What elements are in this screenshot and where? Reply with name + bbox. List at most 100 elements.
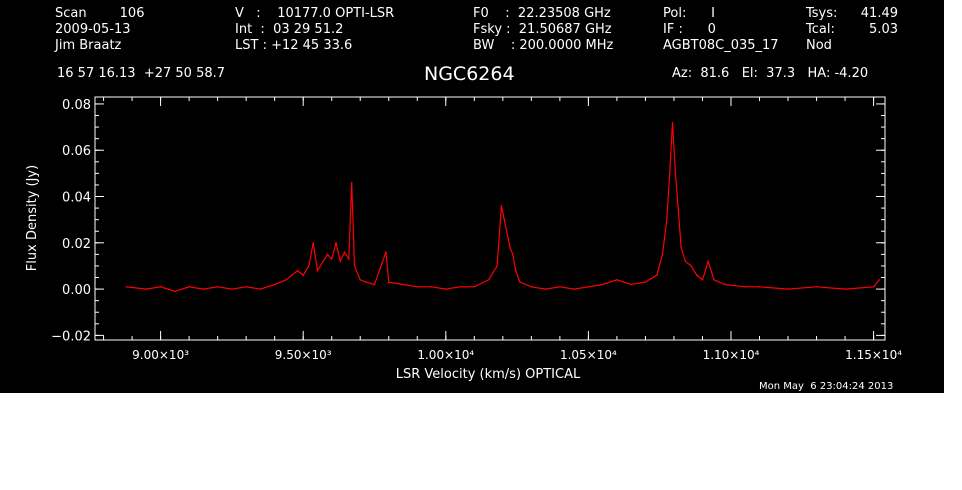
spectrum-point [744, 286, 747, 288]
spectrum-point [335, 242, 337, 244]
spectrum-point [758, 286, 761, 288]
bandwidth-label: BW : 200.0000 MHz [473, 38, 614, 53]
coordinates-label: 16 57 16.13 +27 50 58.7 [57, 66, 226, 81]
spectrum-point [259, 288, 262, 290]
spectrum-point [445, 288, 447, 290]
spectrum-point [473, 286, 476, 288]
y-tick-label: 0.02 [62, 237, 91, 252]
spectrum-point [496, 265, 498, 267]
spectrum-point [656, 274, 658, 277]
spectrum-point [339, 260, 342, 263]
spectrum-point [674, 172, 677, 175]
procedure-label: Nod [806, 38, 832, 53]
y-axis-label: Flux Density (Jy) [25, 165, 40, 271]
spectrum-point [302, 274, 305, 277]
tcal-value: 5.03 [869, 22, 898, 37]
spectrum-point [273, 283, 276, 286]
velocity-label: V : 10177.0 OPTI-LSR [235, 6, 395, 21]
spectrum-point [216, 286, 219, 288]
tcal-label: Tcal: [806, 22, 835, 37]
scan-label: Scan 106 [55, 6, 145, 21]
spectrum-point [701, 279, 704, 281]
rest-frequency-label: F0 : 22.23508 GHz [473, 6, 611, 21]
spectrum-point [506, 232, 508, 235]
y-tick-label: −0.02 [51, 329, 91, 344]
x-tick-label: 1.00×10⁴ [417, 348, 474, 362]
spectrum-point [519, 281, 521, 283]
x-tick-label: 1.10×10⁴ [703, 348, 760, 362]
spectrum-point [587, 286, 590, 288]
spectrum-point [416, 286, 419, 288]
spectrum-point [348, 258, 350, 260]
x-axis-label: LSR Velocity (km/s) OPTICAL [396, 367, 581, 382]
spectrum-point [724, 283, 727, 286]
spectrum-point [684, 260, 687, 263]
spectrum-point [644, 281, 647, 283]
spectrum-point [630, 283, 632, 286]
integration-label: Int : 03 29 51.2 [235, 22, 344, 37]
y-tick-label: 0.04 [62, 191, 91, 206]
lst-label: LST : +12 45 33.6 [235, 38, 353, 53]
spectrum-point [503, 218, 506, 221]
spectrum-point [514, 269, 517, 272]
spectrum-point [330, 258, 333, 260]
tsys-value: 41.49 [860, 6, 898, 21]
spectrum-point [690, 265, 692, 267]
spectrum-point [188, 286, 190, 288]
timestamp-label: Mon May 6 23:04:24 2013 [759, 381, 894, 392]
spectrum-point [285, 279, 287, 281]
spectrum-point [174, 290, 176, 293]
spectrum-point [359, 279, 362, 281]
spectrum-point [322, 260, 325, 263]
spectrum-point [231, 288, 233, 290]
spectrum-point [509, 246, 511, 249]
spectrum-point [878, 279, 881, 281]
spectrum-point [544, 288, 547, 290]
spectrum-point [668, 172, 671, 175]
spectrum-point [291, 274, 293, 277]
if-label: IF : 0 [663, 22, 716, 37]
spectrum-point [365, 281, 367, 283]
az-el-ha-label: Az: 81.6 El: 37.3 HA: -4.20 [672, 66, 869, 81]
spectrum-point [661, 253, 664, 256]
spectrum-point [677, 207, 679, 209]
spectrum-point [459, 286, 461, 288]
x-tick-label: 9.00×10³ [132, 348, 189, 362]
spectrum-point [666, 218, 668, 221]
date-label: 2009-05-13 [55, 22, 131, 37]
source-title: NGC6264 [424, 63, 515, 85]
spectrum-point [388, 281, 390, 283]
spectrum-chart: −0.02 0.00 0.02 0.04 0.06 0.08 9.00×10³ 9.50×10… [25, 96, 902, 382]
spectrum-point [202, 288, 205, 290]
spectrum-point [245, 286, 247, 288]
spectrum-point [707, 260, 709, 263]
spectrum-point [312, 242, 315, 244]
spectrum-line [126, 122, 880, 293]
x-tick-label: 9.50×10³ [275, 348, 332, 362]
spectrum-point [316, 269, 319, 272]
plot-window: Scan 106 2009-05-13 Jim Braatz V : 10177… [0, 0, 944, 393]
observer-label: Jim Braatz [55, 38, 122, 53]
project-label: AGBT08C_035_17 [663, 38, 779, 53]
tsys-label: Tsys: [806, 6, 838, 21]
spectrum-point [373, 283, 376, 286]
polarization-label: Pol: I [663, 6, 715, 21]
spectrum-point [350, 181, 353, 184]
spectrum-point [430, 286, 433, 288]
y-tick-label: 0.08 [62, 98, 91, 113]
spectrum-point [353, 265, 356, 267]
spectrum-point [573, 288, 575, 290]
sky-frequency-label: Fsky : 21.50687 GHz [473, 22, 612, 37]
spectrum-point [145, 288, 148, 290]
y-tick-label: 0.06 [62, 144, 91, 159]
spectrum-point [125, 286, 128, 288]
spectrum-point [308, 265, 310, 267]
spectrum-point [402, 283, 404, 286]
spectrum-point [680, 246, 682, 249]
spectrum-point [385, 251, 387, 253]
spectrum-point [713, 279, 715, 281]
spectrum-point [616, 279, 618, 281]
spectrum-point [296, 269, 299, 272]
x-tick-label: 1.05×10⁴ [560, 348, 617, 362]
x-tick-label: 1.15×10⁴ [845, 348, 902, 362]
